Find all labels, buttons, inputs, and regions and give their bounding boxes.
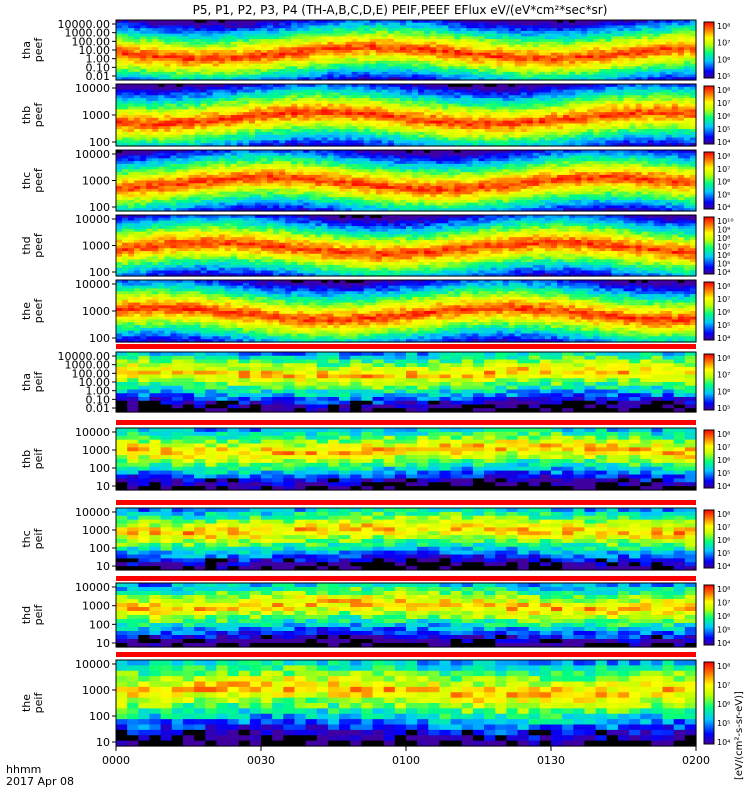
figure-title: P5, P1, P2, P3, P4 (TH-A,B,C,D,E) PEIF,P… <box>193 3 608 17</box>
colorbar-tick-label-tha-peef: 10⁷ <box>717 39 730 48</box>
colorbar-thb-peef <box>704 86 714 144</box>
colorbar-tick-label-thb-peef: 10⁵ <box>717 125 730 134</box>
colorbar-tick-label-thb-peef: 10⁸ <box>717 86 730 95</box>
colorbar-tick-label-tha-peef: 10⁵ <box>717 72 730 81</box>
y-tick-label-thb-peef: 10000 <box>75 82 110 95</box>
y-tick-label-thb-peef: 1000 <box>82 109 110 122</box>
colorbar-tha-peef <box>704 22 714 78</box>
colorbar-tick-label-tha-peef: 10⁶ <box>717 55 730 64</box>
spectrogram-tha-peef <box>116 20 697 81</box>
panel-product-label-tha-peef: peef <box>32 37 45 63</box>
colorbar-tick-label-thb-peef: 10⁶ <box>717 112 730 121</box>
colorbar-tick-label-thb-peef: 10⁴ <box>717 138 730 147</box>
spectrogram-thc-peef <box>116 150 697 212</box>
panel-product-label-thb-peef: peef <box>32 102 45 128</box>
panel-tha-peef: 10000.001000.00100.0010.001.000.100.01th… <box>20 18 730 83</box>
spectrogram-thb-peef <box>116 84 697 147</box>
panels-group: 10000.001000.00100.0010.001.000.100.01th… <box>20 18 734 749</box>
colorbar-tick-label-thb-peef: 10⁷ <box>717 99 730 108</box>
colorbar-tick-label-tha-peef: 10⁸ <box>717 22 730 31</box>
